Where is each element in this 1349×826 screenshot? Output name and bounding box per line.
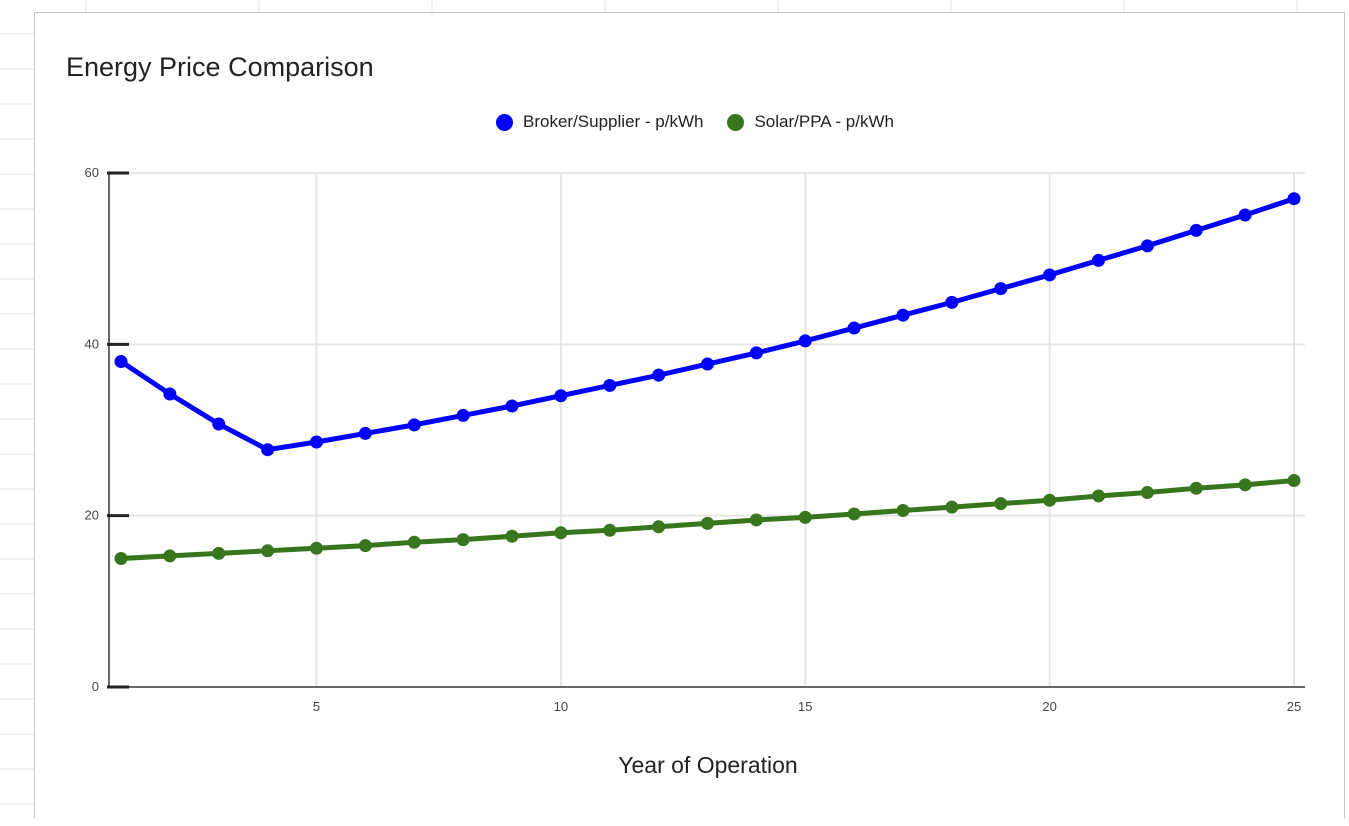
data-point-series-1 bbox=[358, 539, 372, 553]
data-point-series-0 bbox=[505, 399, 519, 413]
data-point-series-0 bbox=[798, 334, 812, 348]
data-point-series-0 bbox=[1140, 239, 1154, 253]
data-point-series-0 bbox=[114, 354, 128, 368]
data-point-series-1 bbox=[261, 544, 275, 558]
data-point-series-0 bbox=[603, 378, 617, 392]
chart-title: Energy Price Comparison bbox=[66, 52, 374, 82]
data-point-series-0 bbox=[1092, 253, 1105, 267]
data-point-series-1 bbox=[847, 507, 861, 521]
data-point-series-0 bbox=[896, 308, 910, 322]
data-point-series-0 bbox=[1287, 192, 1301, 206]
series-line-0 bbox=[118, 196, 1297, 453]
data-point-series-0 bbox=[456, 408, 470, 422]
data-point-series-1 bbox=[1140, 486, 1154, 500]
y-tick-label: 0 bbox=[92, 679, 99, 694]
legend-item-solar[interactable]: Solar/PPA - p/kWh bbox=[727, 112, 894, 132]
data-point-series-1 bbox=[212, 546, 226, 560]
data-point-series-1 bbox=[310, 541, 323, 555]
data-point-series-1 bbox=[652, 520, 666, 534]
data-point-series-0 bbox=[1189, 223, 1203, 237]
chart-container[interactable] bbox=[34, 12, 1345, 818]
legend-label-solar: Solar/PPA - p/kWh bbox=[754, 112, 894, 131]
data-point-series-0 bbox=[261, 443, 275, 457]
data-point-series-0 bbox=[212, 417, 226, 431]
x-tick-label: 5 bbox=[313, 699, 320, 714]
legend-marker-broker bbox=[496, 113, 514, 131]
data-point-series-1 bbox=[1189, 481, 1203, 495]
data-point-series-1 bbox=[1092, 489, 1105, 503]
data-point-series-1 bbox=[945, 500, 959, 514]
data-point-series-1 bbox=[1287, 474, 1301, 488]
data-point-series-0 bbox=[652, 368, 666, 382]
data-point-series-1 bbox=[407, 535, 421, 549]
data-point-series-0 bbox=[1043, 268, 1057, 282]
x-axis-title: Year of Operation bbox=[618, 752, 798, 778]
data-point-series-1 bbox=[1043, 493, 1057, 507]
data-point-series-0 bbox=[994, 282, 1008, 296]
data-point-series-1 bbox=[749, 513, 763, 527]
chart-legend: Broker/Supplier - p/kWh Solar/PPA - p/kW… bbox=[0, 112, 1349, 132]
x-tick-label: 25 bbox=[1287, 699, 1301, 714]
data-point-series-1 bbox=[994, 497, 1008, 511]
data-point-series-0 bbox=[407, 418, 421, 432]
data-point-series-1 bbox=[603, 523, 617, 537]
data-point-series-0 bbox=[749, 346, 763, 360]
data-point-series-0 bbox=[701, 357, 714, 371]
data-point-series-1 bbox=[798, 510, 812, 524]
data-point-series-0 bbox=[358, 426, 372, 440]
y-tick-label: 20 bbox=[85, 508, 99, 523]
legend-marker-solar bbox=[727, 113, 745, 131]
x-tick-label: 20 bbox=[1042, 699, 1056, 714]
x-tick-label: 15 bbox=[798, 699, 812, 714]
data-point-series-1 bbox=[701, 516, 714, 530]
data-point-series-1 bbox=[456, 533, 470, 547]
data-point-series-0 bbox=[310, 435, 323, 449]
data-point-series-1 bbox=[505, 529, 519, 543]
data-point-series-1 bbox=[163, 549, 177, 563]
data-point-series-0 bbox=[163, 387, 177, 401]
data-point-series-1 bbox=[554, 526, 568, 540]
data-point-series-0 bbox=[554, 389, 568, 403]
data-point-series-0 bbox=[847, 321, 861, 335]
data-point-series-0 bbox=[945, 295, 959, 309]
y-tick-label: 60 bbox=[85, 165, 99, 180]
data-point-series-1 bbox=[114, 552, 128, 565]
data-point-series-1 bbox=[1238, 478, 1252, 492]
data-point-series-0 bbox=[1238, 208, 1252, 222]
legend-label-broker: Broker/Supplier - p/kWh bbox=[523, 112, 704, 131]
legend-item-broker[interactable]: Broker/Supplier - p/kWh bbox=[496, 112, 703, 132]
data-point-series-1 bbox=[896, 504, 910, 518]
y-tick-label: 40 bbox=[85, 336, 99, 351]
x-tick-label: 10 bbox=[554, 699, 568, 714]
